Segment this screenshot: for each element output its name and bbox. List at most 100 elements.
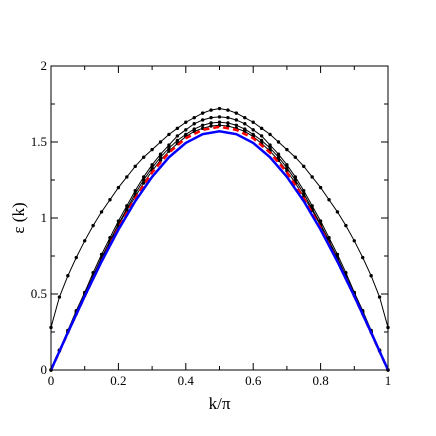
data-point — [57, 295, 62, 299]
data-point — [285, 163, 289, 167]
data-point — [108, 198, 112, 202]
data-point — [167, 146, 171, 150]
y-tick-label: 0.5 — [31, 286, 47, 301]
data-point — [66, 274, 70, 278]
series-line-4 — [50, 124, 389, 371]
series-3 — [49, 120, 390, 372]
data-point — [335, 210, 340, 214]
series-line-2 — [50, 116, 389, 371]
data-point — [226, 124, 230, 128]
data-point — [293, 178, 298, 182]
data-point — [184, 128, 188, 132]
data-point — [150, 166, 154, 170]
data-point — [251, 128, 255, 132]
data-point — [175, 134, 180, 138]
data-point — [158, 140, 163, 144]
data-point — [268, 143, 272, 147]
series-6 — [49, 129, 390, 371]
series-line-3 — [50, 121, 389, 371]
data-point — [141, 155, 146, 159]
data-point — [226, 115, 230, 120]
data-point — [158, 152, 163, 156]
data-point — [133, 164, 137, 169]
data-point — [276, 155, 281, 159]
data-point — [259, 134, 264, 138]
series-line-5 — [49, 125, 390, 371]
data-point — [276, 152, 281, 156]
y-tick-label: 2 — [41, 58, 48, 73]
data-point — [141, 181, 146, 185]
data-point — [361, 255, 365, 260]
x-tick-label: 0.6 — [245, 373, 262, 388]
series-line-6 — [49, 129, 390, 371]
series-2 — [49, 115, 390, 372]
data-point — [285, 166, 289, 170]
series-line-1 — [50, 108, 389, 328]
data-point — [234, 123, 239, 127]
data-point — [158, 158, 163, 162]
data-point — [184, 120, 188, 124]
data-point — [175, 126, 180, 131]
data-point — [377, 295, 382, 299]
series-1 — [49, 106, 390, 330]
data-point — [234, 118, 239, 122]
data-point — [243, 122, 247, 126]
data-point — [175, 138, 180, 143]
data-point — [209, 121, 213, 125]
data-point — [209, 124, 213, 128]
data-point — [217, 115, 222, 119]
data-point — [91, 223, 95, 228]
data-point — [158, 155, 163, 159]
data-point — [99, 210, 104, 214]
series-5 — [49, 125, 390, 371]
data-point — [243, 115, 247, 120]
data-point — [251, 120, 255, 124]
data-point — [125, 208, 129, 213]
data-point — [217, 120, 222, 124]
data-point — [293, 175, 298, 179]
series-4 — [49, 123, 390, 372]
data-point — [200, 123, 205, 127]
data-point — [259, 138, 264, 143]
y-tick-label: 1 — [41, 210, 48, 225]
data-point — [116, 185, 121, 190]
data-point — [327, 198, 331, 202]
series-layer — [49, 106, 390, 372]
ticks-layer: 0 0.2 0.4 0.6 0.8 1 0 0.5 1 1.5 2 — [31, 58, 392, 388]
data-point — [352, 239, 356, 243]
data-point — [226, 108, 230, 112]
y-tick-label: 0 — [41, 362, 48, 377]
data-point — [200, 111, 205, 115]
data-point — [234, 111, 239, 115]
data-point — [83, 239, 87, 243]
x-tick-label: 0.2 — [110, 373, 126, 388]
data-point — [141, 175, 146, 179]
data-point — [344, 223, 348, 228]
data-point — [125, 175, 129, 179]
data-point — [141, 178, 146, 182]
data-point — [167, 143, 171, 147]
data-point — [285, 147, 289, 152]
plot-frame — [50, 65, 389, 371]
y-axis-title: ε (k) — [9, 202, 28, 233]
data-point — [318, 185, 323, 190]
data-point — [226, 121, 230, 125]
y-tick-label: 1.5 — [31, 134, 47, 149]
data-point — [200, 118, 205, 122]
data-point — [302, 164, 306, 169]
data-point — [259, 126, 264, 131]
data-point — [192, 122, 196, 126]
data-point — [150, 147, 154, 152]
x-tick-label: 1 — [385, 373, 392, 388]
data-point — [293, 155, 298, 159]
data-point — [268, 146, 272, 150]
data-point — [310, 175, 314, 179]
data-point — [192, 115, 196, 120]
x-tick-label: 0.4 — [178, 373, 195, 388]
x-tick-label: 0 — [48, 373, 55, 388]
data-point — [268, 132, 272, 137]
data-point — [276, 140, 281, 144]
data-point — [209, 108, 213, 112]
